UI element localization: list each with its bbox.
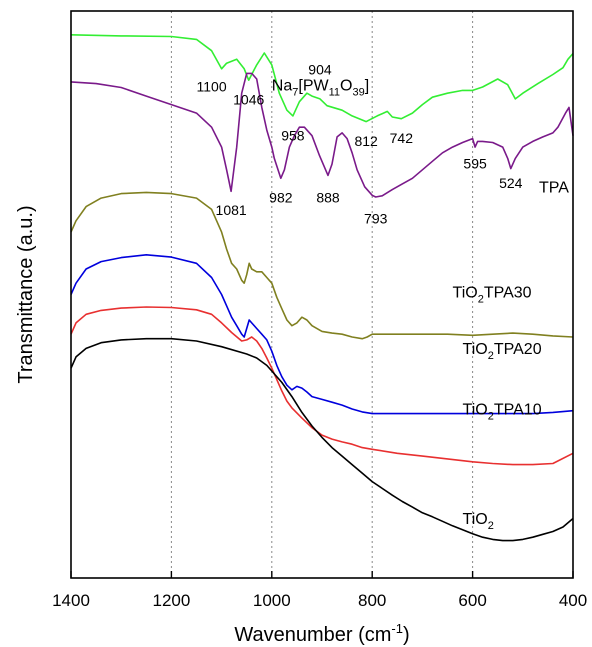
x-tick-label-1200: 1200 — [152, 591, 190, 610]
peak-label-595: 595 — [463, 156, 487, 172]
peak-label-524: 524 — [499, 175, 523, 191]
peak-label-1046: 1046 — [233, 92, 264, 108]
peak-label-904: 904 — [308, 62, 332, 78]
x-ticks: 1400 1200 1000 800 600 400 — [52, 571, 587, 610]
x-tick-label-1400: 1400 — [52, 591, 90, 610]
series-layer — [70, 34, 574, 542]
x-axis-title: Wavenumber (cm-1) — [234, 621, 409, 646]
series-label-tio2tpa20: TiO2TPA20 — [463, 341, 542, 362]
x-tick-label-400: 400 — [559, 591, 587, 610]
x-axis-title-end: ) — [403, 624, 410, 646]
x-tick-label-600: 600 — [458, 591, 486, 610]
peak-label-958: 958 — [281, 127, 305, 143]
peak-label-888: 888 — [316, 190, 340, 206]
series-label-na7-pw11o39: Na7[PW11O39] — [272, 77, 369, 98]
series-line-tio2 — [70, 337, 574, 542]
series-line-tio2tpa30 — [70, 191, 574, 340]
series-label-tio2: TiO2 — [463, 511, 494, 532]
x-tick-label-1000: 1000 — [253, 591, 291, 610]
series-labels: Na7[PW11O39] TPA TiO2TPA30 TiO2TPA20 TiO2TPA… — [272, 77, 570, 532]
x-gridlines — [170, 11, 474, 578]
peak-label-812: 812 — [354, 133, 378, 149]
series-line-tio2tpa20 — [70, 254, 574, 415]
x-axis-title-sup: -1 — [391, 621, 403, 636]
x-tick-label-800: 800 — [358, 591, 386, 610]
peak-label-1081: 1081 — [216, 202, 247, 218]
peak-label-1100: 1100 — [197, 79, 227, 95]
series-line-tpa — [70, 72, 574, 198]
peak-label-793: 793 — [364, 211, 388, 227]
peak-label-982: 982 — [269, 190, 293, 206]
peak-labels: 1100 1046 904 958 812 742 1081 982 888 793 595 524 — [197, 62, 523, 227]
series-label-tpa: TPA — [539, 179, 569, 196]
plot-frame — [70, 10, 574, 579]
x-axis-title-main: Wavenumber (cm — [234, 624, 391, 646]
series-label-tio2tpa30: TiO2TPA30 — [453, 284, 532, 305]
series-line-na7-pw11o39 — [70, 34, 574, 123]
y-axis-title: Transmittance (a.u.) — [15, 205, 37, 383]
peak-label-742: 742 — [390, 130, 414, 146]
series-line-tio2tpa10 — [70, 306, 574, 466]
series-label-tio2tpa10: TiO2TPA10 — [463, 402, 542, 423]
